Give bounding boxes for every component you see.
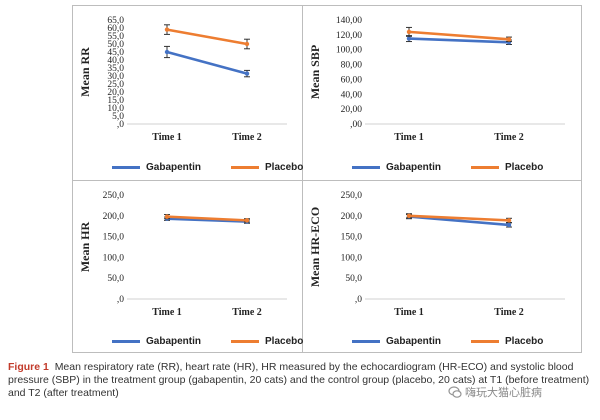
x-tick-label: Time 1 xyxy=(394,132,424,143)
legend-label-gabapentin: Gabapentin xyxy=(146,336,202,347)
data-point-placebo xyxy=(164,27,170,32)
chart-sbp: Mean SBP 140,00 120,00 100,00 80,00 60,00 40,0… xyxy=(308,16,565,143)
watermark-text: 嗨玩大猫心脏病 xyxy=(465,386,542,399)
y-tick-label: 25,0 xyxy=(107,80,124,90)
y-tick-label: 50,0 xyxy=(107,40,124,50)
y-tick-label: 250,0 xyxy=(341,191,363,201)
y-tick-label: 250,0 xyxy=(103,191,125,201)
y-tick-label: 45,0 xyxy=(107,48,124,58)
y-tick-label: 150,0 xyxy=(103,233,125,243)
series-line-gabapentin xyxy=(408,215,510,227)
y-tick-label: 50,0 xyxy=(345,274,362,284)
y-tick-label: 200,0 xyxy=(103,212,125,222)
x-tick-label: Time 2 xyxy=(494,307,524,318)
panel-divider-vertical xyxy=(302,5,303,353)
legend-label-gabapentin: Gabapentin xyxy=(386,162,442,173)
data-point-gabapentin xyxy=(506,222,512,228)
y-tick-label: 5,0 xyxy=(112,112,124,122)
y-axis-label: Mean RR xyxy=(78,47,92,97)
y-tick-label: ,0 xyxy=(117,120,124,130)
y-tick-label: 60,0 xyxy=(107,24,124,34)
y-tick-label: 20,00 xyxy=(341,105,363,115)
legend-label-placebo: Placebo xyxy=(265,336,304,347)
watermark: 嗨玩大猫心脏病 xyxy=(448,384,542,400)
legend-label-placebo: Placebo xyxy=(505,162,544,173)
series-line-gabapentin xyxy=(408,37,510,44)
legend-swatch-gabapentin xyxy=(112,166,140,169)
y-tick-label: 15,0 xyxy=(107,96,124,106)
y-axis-label: Mean HR xyxy=(78,222,92,273)
x-tick-label: Time 1 xyxy=(394,307,424,318)
legend-bottom-right: Gabapentin Placebo xyxy=(352,336,543,347)
x-tick-label: Time 1 xyxy=(152,307,182,318)
y-tick-label: 200,0 xyxy=(341,212,363,222)
series-line-placebo xyxy=(166,215,248,222)
series-line-placebo xyxy=(166,28,248,46)
legend-label-placebo: Placebo xyxy=(265,162,304,173)
legend-swatch-placebo xyxy=(231,166,260,169)
data-point-placebo xyxy=(406,213,412,218)
y-tick-label: 40,00 xyxy=(341,90,363,100)
y-tick-label: 10,0 xyxy=(107,104,124,114)
y-tick-label: 65,0 xyxy=(107,16,124,26)
series-line-placebo xyxy=(408,214,510,222)
series-line-placebo xyxy=(408,30,510,41)
data-point-placebo xyxy=(506,37,512,42)
data-point-placebo xyxy=(406,29,412,35)
x-tick-label: Time 2 xyxy=(232,307,262,318)
data-point-placebo xyxy=(244,218,250,223)
y-tick-label: 100,0 xyxy=(103,253,125,263)
legend-swatch-placebo xyxy=(471,340,500,343)
legend-swatch-gabapentin xyxy=(112,340,140,343)
legend-bottom-left: Gabapentin Placebo xyxy=(112,336,303,347)
y-tick-label: 100,00 xyxy=(336,46,362,56)
x-tick-label: Time 2 xyxy=(494,132,524,143)
legend-label-gabapentin: Gabapentin xyxy=(386,336,442,347)
y-tick-label: ,0 xyxy=(117,295,124,305)
chart-rr: Mean RR65,060,055,050,045,040,035,030,02… xyxy=(78,16,287,143)
data-point-placebo xyxy=(164,214,170,219)
series-line-gabapentin xyxy=(166,50,248,75)
legend-swatch-placebo xyxy=(231,340,260,343)
y-tick-label: 30,0 xyxy=(107,72,124,82)
series-line-gabapentin xyxy=(166,217,248,223)
y-tick-label: 20,0 xyxy=(107,88,124,98)
y-tick-label: 120,00 xyxy=(336,31,362,41)
figure-panel xyxy=(72,5,582,353)
data-point-placebo xyxy=(244,41,250,47)
y-tick-label: 55,0 xyxy=(107,32,124,42)
figure-label: Figure 1 xyxy=(8,361,49,373)
legend-swatch-gabapentin xyxy=(352,340,380,343)
y-tick-label: 60,00 xyxy=(341,75,363,85)
x-tick-label: Time 1 xyxy=(152,132,182,143)
panel-divider-horizontal xyxy=(72,180,582,181)
caption-text: Mean respiratory rate (RR), heart rate (… xyxy=(8,361,590,399)
data-point-placebo xyxy=(506,218,512,223)
data-point-gabapentin xyxy=(164,49,170,55)
y-tick-label: ,0 xyxy=(355,295,362,305)
y-tick-label: 150,0 xyxy=(341,233,363,243)
y-tick-label: 80,00 xyxy=(341,61,363,71)
figure-caption: Figure 1 Mean respiratory rate (RR), hea… xyxy=(8,361,594,400)
y-tick-label: 50,0 xyxy=(107,274,124,284)
y-tick-label: ,00 xyxy=(350,120,362,130)
y-tick-label: 140,00 xyxy=(336,16,362,26)
y-axis-label: Mean SBP xyxy=(308,45,322,99)
chart-hr-eco: Mean HR-ECO 250,0 200,0 150,0 100,0 50,0 ,0 Tim… xyxy=(308,191,565,318)
legend-label-placebo: Placebo xyxy=(505,336,544,347)
legend-swatch-gabapentin xyxy=(352,166,380,169)
y-tick-label: 100,0 xyxy=(341,253,363,263)
legend-label-gabapentin: Gabapentin xyxy=(146,162,202,173)
data-point-gabapentin xyxy=(244,71,250,76)
legend-top-right: Gabapentin Placebo xyxy=(352,162,543,173)
y-tick-label: 35,0 xyxy=(107,64,124,74)
y-axis-label: Mean HR-ECO xyxy=(308,207,322,287)
legend-swatch-placebo xyxy=(471,166,500,169)
data-point-gabapentin xyxy=(406,36,412,41)
chart-hr: Mean HR 250,0 200,0 150,0 100,0 50,0 ,0 Time 1 T… xyxy=(78,191,287,318)
legend-top-left: Gabapentin Placebo xyxy=(112,162,303,173)
wechat-logo-icon xyxy=(448,386,462,398)
y-tick-label: 40,0 xyxy=(107,56,124,66)
x-tick-label: Time 2 xyxy=(232,132,262,143)
